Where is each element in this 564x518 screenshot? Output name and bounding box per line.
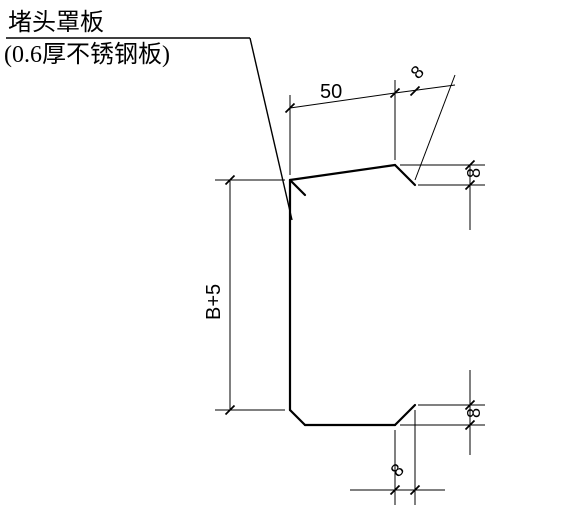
profile-edge [395,165,415,185]
dim-text: 8 [464,408,484,418]
drawing-canvas: 堵头罩板 (0.6厚不锈钢板) 50 8 B+5 8 8 8 [0,0,564,518]
dim-text: 8 [464,168,484,178]
callout-label: 堵头罩板 (0.6厚不锈钢板) [4,9,292,220]
dim-text: 50 [320,81,342,103]
profile-edge [290,410,305,425]
dim-line [395,85,455,93]
label-leader [250,38,292,220]
dim-text: B+5 [203,284,225,320]
profile-edge [395,405,415,425]
label-line2: (0.6厚不锈钢板) [4,41,170,68]
dimensions: 50 8 B+5 8 8 8 [203,62,485,505]
dim-line [290,93,395,108]
dim-text: 8 [387,460,408,481]
section-profile [290,165,415,425]
profile-edge [290,180,305,195]
dim-text: 8 [407,62,428,83]
dim-line [415,75,455,180]
profile-edge [290,165,395,180]
label-line1: 堵头罩板 [8,9,104,36]
